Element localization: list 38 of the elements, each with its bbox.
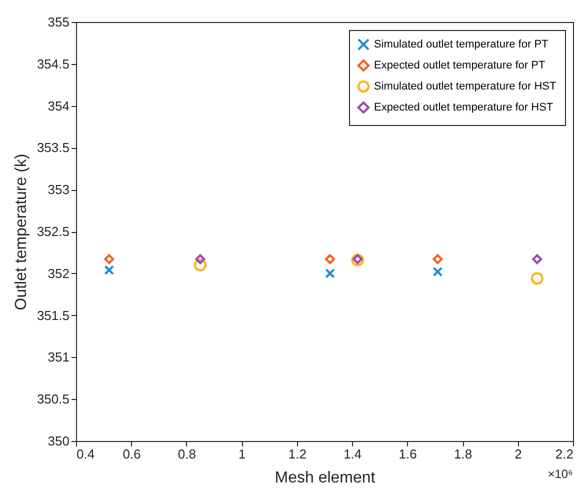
y-tick-label: 355 <box>48 14 70 30</box>
point <box>325 268 335 278</box>
x-tick-label: 1 <box>238 446 246 462</box>
y-tick-label: 354.5 <box>36 56 70 72</box>
x-tick-label: 1.6 <box>398 446 417 462</box>
point <box>325 254 335 264</box>
y-tick-label: 350.5 <box>36 392 70 407</box>
point <box>104 254 114 264</box>
point <box>194 258 207 272</box>
x-axis-title: Mesh element <box>274 470 376 486</box>
y-tick-label: 353 <box>48 182 70 198</box>
point <box>530 272 544 285</box>
y-axis-title: Outlet temperature (k) <box>12 154 30 310</box>
legend-label: Simulated outlet temperature for HST <box>374 80 556 92</box>
y-tick-label: 353.5 <box>36 140 70 156</box>
x-tick-label: 0.4 <box>76 446 95 462</box>
point <box>532 254 542 264</box>
x-tick-label: 1.2 <box>288 446 306 462</box>
x-tick-label: 2.2 <box>555 446 574 462</box>
point <box>195 254 206 264</box>
y-tick-label: 351 <box>48 350 70 365</box>
y-tick-label: 351.5 <box>36 308 70 323</box>
legend-label: Expected outlet temperature for PT <box>374 60 546 72</box>
x-tick-label: 0.6 <box>122 446 141 462</box>
point <box>432 266 443 277</box>
y-tick-label: 352 <box>48 266 70 281</box>
x-tick-label: 2 <box>514 446 522 462</box>
x-tick-label: 1.8 <box>454 446 472 462</box>
x-tick-label: 1.4 <box>344 446 362 462</box>
point <box>432 254 443 264</box>
y-tick-label: 354 <box>48 98 70 114</box>
y-tick-label: 350 <box>48 434 70 448</box>
y-tick-label: 352.5 <box>36 224 70 239</box>
legend-label: Simulated outlet temperature for PT <box>374 38 549 50</box>
legend-label: Expected outlet temperature for HST <box>374 102 554 114</box>
x-tick-label: 0.8 <box>178 446 196 462</box>
text: ×10⁶ <box>548 467 574 481</box>
point <box>104 265 114 276</box>
